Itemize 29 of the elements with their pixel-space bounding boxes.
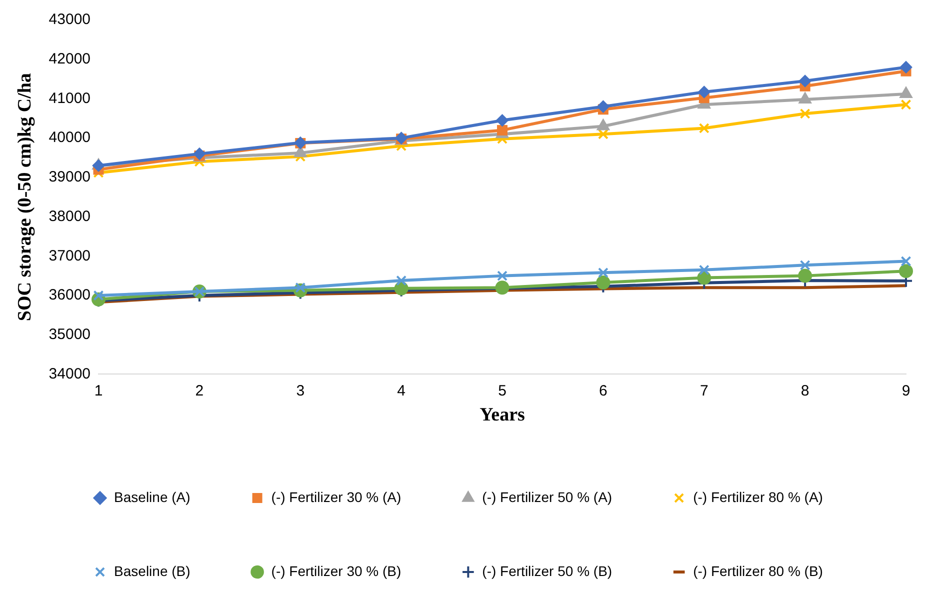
legend-label: (-) Fertilizer 50 % (B): [482, 562, 612, 579]
legend-label: (-) Fertilizer 30 % (A): [271, 488, 402, 505]
y-tick-label: 41000: [48, 90, 91, 107]
y-tick-label: 40000: [48, 129, 91, 146]
x-tick-label: 3: [296, 382, 305, 400]
legend-label: Baseline (B): [114, 562, 190, 579]
y-tick-label: 35000: [48, 326, 91, 343]
x-tick-label: 1: [94, 382, 103, 400]
y-tick-label: 37000: [48, 247, 91, 264]
y-tick-label: 43000: [48, 11, 91, 28]
legend-label: (-) Fertilizer 30 % (B): [271, 562, 402, 579]
x-tick-label: 7: [700, 382, 708, 400]
legend-label: (-) Fertilizer 50 % (A): [482, 488, 612, 505]
legend-label: Baseline (A): [114, 488, 190, 505]
x-tick-label: 5: [498, 382, 506, 400]
y-tick-label: 42000: [48, 50, 91, 68]
x-tick-label: 9: [902, 382, 910, 400]
y-tick-label: 38000: [48, 208, 91, 225]
x-tick-label: 6: [599, 382, 608, 400]
legend-label: (-) Fertilizer 80 % (B): [693, 562, 823, 579]
y-tick-label: 39000: [48, 168, 91, 186]
x-axis-title: Years: [480, 404, 525, 426]
legend-label: (-) Fertilizer 80 % (A): [693, 488, 823, 505]
x-tick-label: 2: [195, 382, 204, 400]
y-tick-label: 36000: [48, 286, 91, 304]
y-axis-title: SOC storage (0-50 cm)kg C/ha: [14, 72, 36, 322]
x-tick-label: 4: [397, 382, 406, 400]
x-tick-label: 8: [800, 382, 810, 400]
y-tick-label: 34000: [48, 365, 91, 382]
